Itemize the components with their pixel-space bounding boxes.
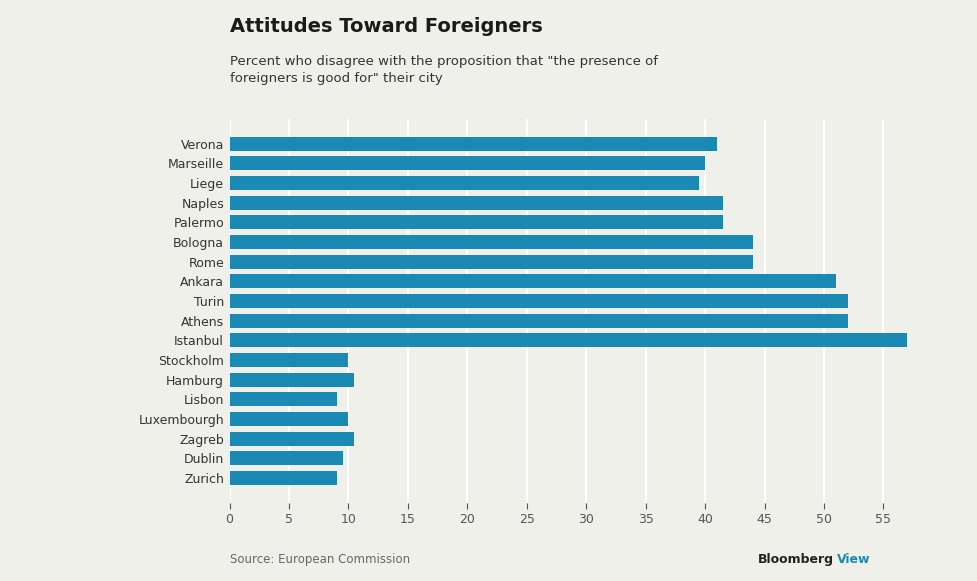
Bar	[230, 196, 723, 210]
Bar	[230, 254, 752, 269]
Bar	[230, 314, 848, 328]
Bar	[230, 432, 355, 446]
Bar	[230, 176, 700, 190]
Bar	[230, 274, 836, 288]
Bar	[230, 333, 907, 347]
Bar	[230, 372, 355, 387]
Text: Source: European Commission: Source: European Commission	[230, 554, 409, 566]
Bar	[230, 412, 349, 426]
Bar	[230, 235, 752, 249]
Bar	[230, 451, 343, 465]
Bar	[230, 294, 848, 308]
Text: View: View	[837, 554, 871, 566]
Bar	[230, 353, 349, 367]
Bar	[230, 137, 717, 150]
Bar	[230, 156, 705, 170]
Bar	[230, 392, 336, 407]
Bar	[230, 471, 336, 485]
Text: Percent who disagree with the proposition that "the presence of
foreigners is go: Percent who disagree with the propositio…	[230, 55, 658, 85]
Text: Attitudes Toward Foreigners: Attitudes Toward Foreigners	[230, 17, 542, 37]
Bar	[230, 215, 723, 229]
Text: Bloomberg: Bloomberg	[757, 554, 833, 566]
